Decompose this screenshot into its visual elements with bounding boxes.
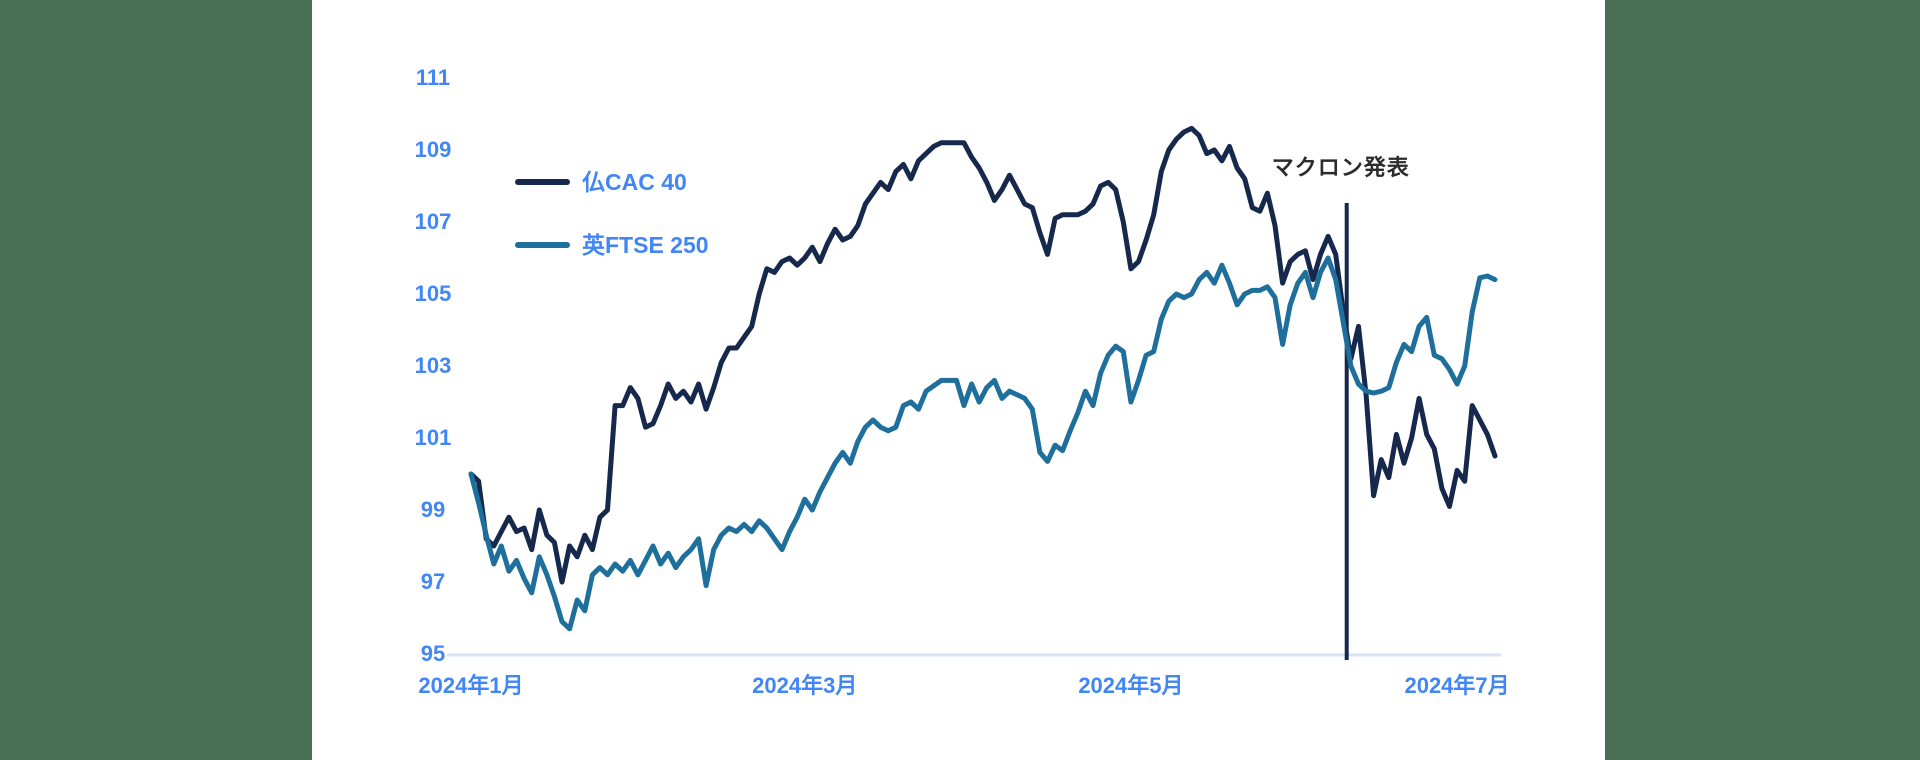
macron-announcement-label: マクロン発表 bbox=[1271, 155, 1410, 180]
y-tick-label-99: 99 bbox=[420, 497, 446, 522]
y-tick-label-107: 107 bbox=[414, 209, 452, 234]
x-tick-label: 2024年7月 bbox=[1404, 673, 1510, 698]
y-tick-label-101: 101 bbox=[414, 425, 452, 450]
y-tick-label-111: 111 bbox=[415, 65, 451, 90]
y-tick-label-105: 105 bbox=[414, 281, 452, 306]
cac40-line bbox=[468, 125, 1498, 585]
legend-item-ftse250: 英FTSE 250 bbox=[515, 230, 709, 260]
legend-label-cac40: 仏CAC 40 bbox=[582, 169, 687, 195]
x-tick-label: 2024年1月 bbox=[418, 673, 524, 698]
page-background-right-strip bbox=[1605, 0, 1920, 760]
y-tick-label-109: 109 bbox=[414, 137, 452, 162]
page-background-left-strip bbox=[0, 0, 312, 760]
ftse250-line bbox=[468, 255, 1498, 632]
legend-label-ftse250: 英FTSE 250 bbox=[582, 232, 709, 258]
legend-item-cac40: 仏CAC 40 bbox=[515, 167, 687, 197]
x-tick-label: 2024年5月 bbox=[1078, 673, 1184, 698]
x-tick-label: 2024年3月 bbox=[752, 673, 858, 698]
y-tick-label-97: 97 bbox=[420, 569, 446, 594]
y-tick-label-95: 95 bbox=[420, 641, 446, 666]
y-tick-label-103: 103 bbox=[414, 353, 452, 378]
cac40-line-swatch-icon bbox=[515, 179, 570, 185]
ftse250-line-swatch-icon bbox=[515, 242, 570, 248]
